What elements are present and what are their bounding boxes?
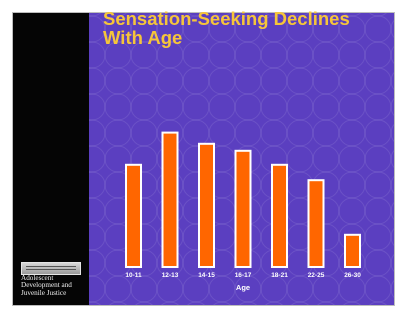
x-tick-label: 22-25 — [308, 272, 325, 279]
bar-10-11 — [125, 163, 142, 268]
x-axis-label: Age — [236, 283, 250, 292]
org-name: Adolescent Development and Juvenile Just… — [21, 274, 72, 297]
slide-title: Sensation-Seeking Declines With Age — [103, 8, 350, 48]
bar-14-15 — [198, 142, 215, 268]
bar-18-21 — [271, 163, 288, 268]
x-tick-label: 16-17 — [235, 272, 252, 279]
foundation-logo — [21, 262, 81, 275]
x-tick-label: 12-13 — [162, 272, 179, 279]
x-tick-label: 26-30 — [344, 272, 361, 279]
x-tick-label: 18-21 — [271, 272, 288, 279]
bar-16-17 — [234, 149, 252, 268]
bar-12-13 — [161, 131, 179, 268]
bar-22-25 — [307, 179, 325, 268]
bar-26-30 — [344, 233, 361, 269]
x-tick-label: 10-11 — [125, 272, 142, 279]
x-tick-label: 14-15 — [198, 272, 215, 279]
left-sidebar: Adolescent Development and Juvenile Just… — [13, 13, 89, 305]
